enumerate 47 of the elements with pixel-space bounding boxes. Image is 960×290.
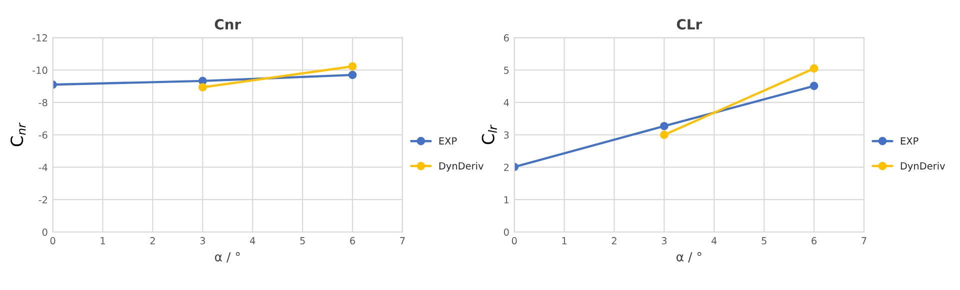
- x-axis-title: α / °: [676, 252, 702, 262]
- point: [348, 62, 357, 71]
- x-tick-label: 1: [100, 237, 105, 244]
- x-tick-label: 7: [400, 237, 405, 244]
- x-tick-label: 3: [200, 237, 205, 244]
- y-tick-label: 1: [504, 196, 509, 204]
- y-axis-title: C$_{lr}$: [482, 124, 497, 144]
- point: [660, 130, 668, 140]
- point: [810, 82, 818, 90]
- y-tick-label: 0: [504, 228, 509, 236]
- legend-label: EXP: [439, 137, 457, 144]
- x-tick-label: 7: [862, 237, 866, 244]
- x-tick-label: 2: [150, 237, 155, 244]
- y-tick-label: 4: [504, 99, 509, 106]
- legend-label: EXP: [900, 137, 918, 144]
- y-tick-label: 5: [504, 66, 509, 74]
- point: [348, 70, 357, 80]
- y-tick-label: 6: [504, 34, 509, 42]
- x-tick-label: 4: [250, 237, 256, 244]
- y-tick-label: -6: [38, 131, 48, 139]
- y-tick-label: -12: [32, 34, 47, 42]
- x-tick-label: 0: [50, 237, 56, 244]
- y-tick-label: -8: [38, 98, 48, 106]
- legend-label: DynDeriv: [439, 162, 484, 172]
- y-tick-label: 2: [504, 164, 509, 171]
- x-tick-label: 6: [812, 237, 817, 244]
- point: [198, 83, 207, 92]
- point: [660, 122, 668, 130]
- x-tick-label: 5: [762, 237, 766, 244]
- point: [810, 64, 818, 73]
- y-tick-label: -10: [32, 66, 48, 74]
- y-axis-title: C$_{nr}$: [10, 122, 26, 146]
- x-tick-label: 6: [350, 237, 355, 244]
- x-tick-label: 4: [712, 237, 717, 244]
- y-tick-label: -4: [38, 164, 48, 171]
- x-tick-label: 3: [662, 237, 667, 244]
- x-axis-title: α / °: [214, 252, 240, 262]
- x-tick-label: 0: [512, 237, 517, 244]
- x-tick-label: 2: [612, 237, 616, 244]
- x-tick-label: 5: [300, 237, 305, 244]
- legend-label: DynDeriv: [900, 162, 946, 172]
- y-tick-label: 3: [504, 131, 509, 139]
- y-tick-label: 0: [42, 228, 48, 236]
- chart-title: CLr: [676, 19, 702, 30]
- y-tick-label: -2: [38, 196, 47, 204]
- chart-title: Cnr: [214, 19, 242, 30]
- x-tick-label: 1: [562, 237, 566, 244]
